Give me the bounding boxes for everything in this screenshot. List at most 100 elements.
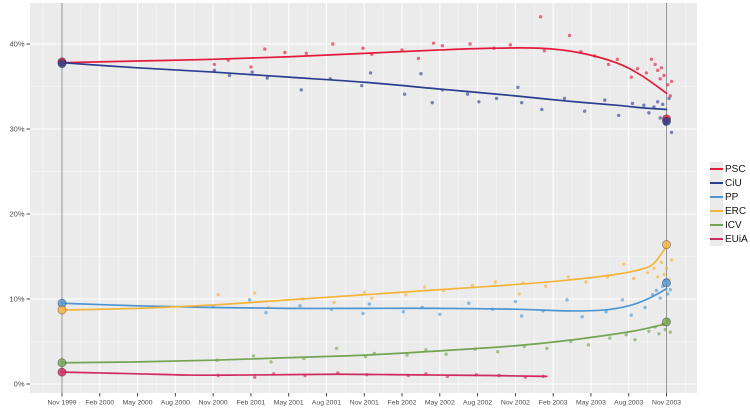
x-axis-tick-label: Nov 2002 [501,400,530,407]
poll-point-ciu [603,98,607,102]
y-axis-tick-label: 30% [9,125,24,134]
x-axis-tick-label: May 2000 [123,400,153,407]
poll-point-psc [249,65,253,69]
poll-point-psc [655,68,660,73]
poll-point-ciu [360,83,364,88]
election-result-point-pp [662,278,671,288]
poll-point-erc [632,276,636,281]
poll-point-pp [247,298,252,302]
poll-point-psc [431,41,436,45]
legend-item-label: PP [725,191,739,203]
poll-point-psc [662,73,666,78]
poll-point-pp [604,310,608,314]
poll-point-icv [668,330,672,334]
legend-item-psc: PSC [710,162,748,176]
legend-item-erc: ERC [710,204,748,218]
poll-point-psc [361,46,365,50]
poll-point-psc [649,57,654,61]
poll-point-erc [543,284,548,288]
legend-key-line-icon [710,162,723,176]
poll-point-icv [251,354,256,358]
poll-point-psc [659,66,664,70]
poll-point-psc [567,33,572,38]
poll-point-psc [653,62,657,67]
legend-key-line-icon [710,204,723,218]
poll-point-psc [416,56,421,61]
x-axis-tick-label: May 2002 [425,400,455,407]
legend: PSC CiU PP ERC ICV EUiA [710,162,748,246]
poll-point-ciu [212,68,217,73]
poll-point-ciu [494,96,499,101]
poll-point-ciu [647,111,651,115]
poll-point-psc [542,49,547,53]
poll-point-psc [658,77,662,81]
poll-point-pp [620,298,625,302]
poll-point-icv [657,332,661,336]
poll-point-ciu [655,100,660,104]
poll-point-icv [647,329,651,333]
election-result-point-erc [662,240,671,250]
poll-point-pp [658,296,662,300]
poll-point-icv [363,355,368,359]
poll-point-icv [608,336,612,340]
x-axis-tick-label: Feb 2003 [539,400,568,407]
poll-point-psc [263,47,267,51]
poll-point-ciu [630,101,635,106]
poll-point-erc [655,275,660,279]
poll-point-erc [645,270,650,275]
poll-point-erc [621,262,626,266]
poll-point-erc [664,266,669,271]
poll-point-erc [370,296,374,300]
poll-point-erc [652,266,656,271]
poll-point-icv [624,333,628,337]
poll-point-erc [493,280,497,284]
y-axis-tick-label: 0% [14,380,25,389]
x-axis-tick-label: Nov 2001 [350,400,379,407]
poll-point-ciu [519,100,524,105]
poll-point-erc [584,280,588,284]
poll-point-psc [508,43,513,47]
poll-point-icv [444,352,448,356]
legend-item-label: ERC [725,205,747,217]
poll-point-ciu [658,116,662,120]
y-axis-tick-label: 10% [9,295,24,304]
legend-key-line-icon [710,232,723,246]
trend-line-icv [61,322,668,364]
trend-line-pp [61,287,668,312]
x-axis-tick-label: Feb 2000 [85,400,114,407]
poll-point-ciu [562,96,567,101]
poll-point-ciu [368,71,373,75]
poll-point-psc [331,42,335,46]
poll-point-icv [334,346,339,350]
poll-point-pp [367,302,371,306]
election-result-point-ciu [57,59,67,69]
poll-point-erc [517,292,521,296]
poll-point-erc [216,293,220,297]
poll-point-ciu [642,103,646,107]
x-axis-tick-label: Feb 2002 [388,400,417,407]
poll-point-psc [615,57,620,61]
poll-point-ciu [667,96,671,101]
poll-point-icv [663,327,667,332]
poll-point-ciu [582,109,587,113]
poll-point-icv [545,346,549,350]
poll-point-psc [629,75,633,79]
poll-point-ciu [616,113,621,118]
x-axis-tick-label: May 2003 [576,400,606,407]
poll-point-ciu [430,100,434,105]
poll-point-erc [252,291,257,295]
legend-key-line-icon [710,190,723,204]
x-axis-tick-label: Aug 2002 [463,400,492,407]
poll-point-ciu [465,92,470,96]
x-axis-tick-label: Nov 2003 [652,400,681,407]
poll-point-ciu [402,92,407,96]
poll-point-erc [362,290,366,294]
poll-point-pp [580,315,584,319]
legend-item-euia: EUiA [710,232,748,246]
poll-point-erc [662,272,666,277]
legend-item-ciu: CiU [710,176,748,190]
legend-item-label: PSC [725,163,746,175]
legend-key-line-icon [710,218,723,232]
